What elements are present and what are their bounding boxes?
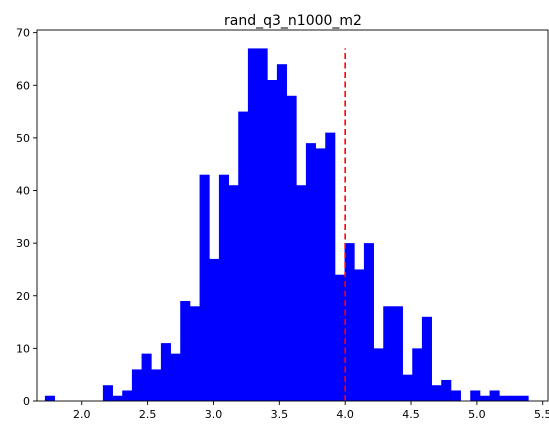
histogram-bar [374, 348, 384, 401]
histogram-bar [238, 112, 248, 401]
histogram-bar [296, 185, 306, 401]
x-axis: 2.0 2.5 3.0 3.5 4.0 4.5 5.0 5.5 [73, 401, 549, 421]
histogram-bar [190, 306, 200, 401]
y-tick-label: 0 [23, 395, 30, 408]
histogram-bar [383, 306, 393, 401]
histogram-bar [229, 185, 239, 401]
histogram-bar [364, 243, 374, 401]
histogram-bar [277, 64, 287, 401]
y-tick-label: 50 [16, 132, 30, 145]
histogram-bar [103, 385, 113, 401]
histogram-bar [480, 396, 490, 401]
histogram-bar [432, 385, 442, 401]
histogram-bar [151, 369, 161, 401]
histogram-bar [403, 375, 413, 401]
histogram-bar [161, 343, 171, 401]
histogram-bar [393, 306, 403, 401]
y-tick-label: 30 [16, 237, 30, 250]
histogram-bar [335, 275, 345, 401]
x-tick-label: 3.5 [271, 408, 289, 421]
x-tick-label: 2.0 [73, 408, 91, 421]
x-tick-label: 2.5 [139, 408, 157, 421]
y-tick-label: 60 [16, 79, 30, 92]
x-tick-label: 4.0 [336, 408, 354, 421]
histogram-bar [209, 259, 219, 401]
x-tick-label: 3.0 [205, 408, 223, 421]
histogram-bar [248, 48, 258, 401]
histogram-bar [519, 396, 529, 401]
histogram-bar [345, 243, 355, 401]
x-tick-label: 4.5 [402, 408, 420, 421]
histogram-bar [45, 396, 55, 401]
x-tick-label: 5.5 [534, 408, 549, 421]
histogram-bar [412, 348, 422, 401]
y-axis: 0 10 20 30 40 50 60 70 [16, 27, 37, 408]
histogram-bar [132, 369, 142, 401]
histogram-bar [509, 396, 519, 401]
x-tick-label: 5.0 [468, 408, 486, 421]
histogram-bar [113, 396, 123, 401]
histogram-bar [142, 354, 152, 401]
bars-group [45, 48, 529, 401]
histogram-bar [200, 175, 210, 401]
histogram-bar [354, 269, 364, 401]
y-tick-label: 70 [16, 27, 30, 40]
y-tick-label: 40 [16, 185, 30, 198]
histogram-bar [490, 390, 500, 401]
histogram-bar [441, 380, 451, 401]
histogram-bar [258, 48, 268, 401]
histogram-bar [180, 301, 190, 401]
histogram-bar [316, 148, 326, 401]
histogram-bar [287, 96, 297, 401]
histogram-bar [219, 175, 229, 401]
histogram-bar [422, 317, 432, 401]
histogram-bar [171, 354, 181, 401]
histogram-bar [267, 80, 277, 401]
histogram-bar [499, 396, 509, 401]
chart-title: rand_q3_n1000_m2 [224, 13, 362, 29]
histogram-bar [325, 133, 335, 401]
histogram-bar [451, 390, 461, 401]
y-tick-label: 10 [16, 342, 30, 355]
y-tick-label: 20 [16, 290, 30, 303]
histogram-bar [470, 390, 480, 401]
histogram-bar [122, 390, 132, 401]
histogram-bar [306, 143, 316, 401]
